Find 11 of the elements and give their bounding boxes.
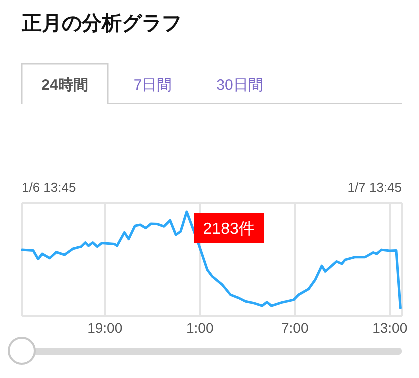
x-tick-label: 19:00 — [88, 320, 123, 336]
text: 24時間 — [42, 77, 88, 94]
text: 1/7 13:45 — [348, 180, 402, 195]
text: 1/6 13:45 — [22, 180, 76, 195]
x-tick-label: 13:00 — [372, 320, 408, 336]
x-tick-label: 7:00 — [282, 320, 309, 336]
x-tick-label: 1:00 — [186, 320, 214, 336]
chart-title: 正月の分析グラフ — [21, 13, 182, 35]
annotation: 2183件 — [203, 221, 255, 238]
text: 7日間 — [134, 77, 172, 94]
text: 30日間 — [216, 77, 264, 94]
